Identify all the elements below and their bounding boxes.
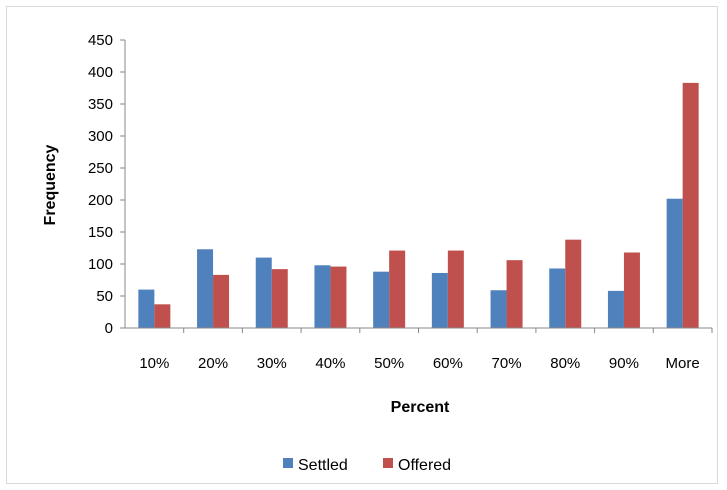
legend-swatch-settled xyxy=(283,458,293,468)
y-axis-title: Frequency xyxy=(42,144,59,225)
bar-settled-6 xyxy=(490,290,507,328)
bar-settled-3 xyxy=(314,265,331,328)
x-tick-label: 30% xyxy=(257,355,287,372)
y-tick-label: 200 xyxy=(88,192,113,209)
y-tick-label: 350 xyxy=(88,96,113,113)
bars xyxy=(138,82,699,328)
y-tick-label: 400 xyxy=(88,64,113,81)
bar-offered-3 xyxy=(330,266,347,328)
bar-settled-8 xyxy=(607,290,624,328)
x-tick-label: 50% xyxy=(374,355,404,372)
x-axis-ticks: 10% 20% 30% 40% 50% 60% 70% 80% 90% More xyxy=(139,328,713,372)
bar-offered-6 xyxy=(506,260,523,328)
y-tick-label: 50 xyxy=(96,288,113,305)
bar-offered-5 xyxy=(447,250,464,328)
bar-settled-4 xyxy=(373,271,390,328)
x-tick-label: More xyxy=(666,355,700,372)
bar-offered-1 xyxy=(213,274,230,328)
legend: Settled Offered xyxy=(283,457,451,474)
x-tick-label: 80% xyxy=(550,355,580,372)
legend-label-offered: Offered xyxy=(398,457,451,474)
x-tick-label: 10% xyxy=(139,355,169,372)
legend-label-settled: Settled xyxy=(298,457,348,474)
y-axis-ticks: 0 50 100 150 200 250 300 350 400 450 xyxy=(88,32,125,337)
bar-settled-2 xyxy=(255,257,272,328)
x-tick-label: 20% xyxy=(198,355,228,372)
bar-offered-2 xyxy=(271,269,288,328)
y-tick-label: 150 xyxy=(88,224,113,241)
x-tick-label: 90% xyxy=(609,355,639,372)
y-tick-label: 100 xyxy=(88,256,113,273)
bar-offered-8 xyxy=(623,252,640,328)
bar-settled-5 xyxy=(431,272,448,328)
bar-offered-0 xyxy=(154,304,171,328)
bar-settled-0 xyxy=(138,289,155,328)
x-tick-label: 40% xyxy=(315,355,345,372)
bar-offered-9 xyxy=(682,82,699,328)
x-tick-label: 70% xyxy=(492,355,522,372)
x-axis-title: Percent xyxy=(391,399,450,416)
x-tick-label: 60% xyxy=(433,355,463,372)
bar-settled-7 xyxy=(549,268,566,328)
bar-settled-9 xyxy=(666,198,683,328)
y-tick-label: 0 xyxy=(105,320,113,337)
bar-offered-7 xyxy=(565,239,582,328)
bar-offered-4 xyxy=(389,250,406,328)
y-tick-label: 250 xyxy=(88,160,113,177)
y-tick-label: 300 xyxy=(88,128,113,145)
bar-settled-1 xyxy=(197,249,214,328)
legend-swatch-offered xyxy=(383,458,393,468)
y-tick-label: 450 xyxy=(88,32,113,49)
